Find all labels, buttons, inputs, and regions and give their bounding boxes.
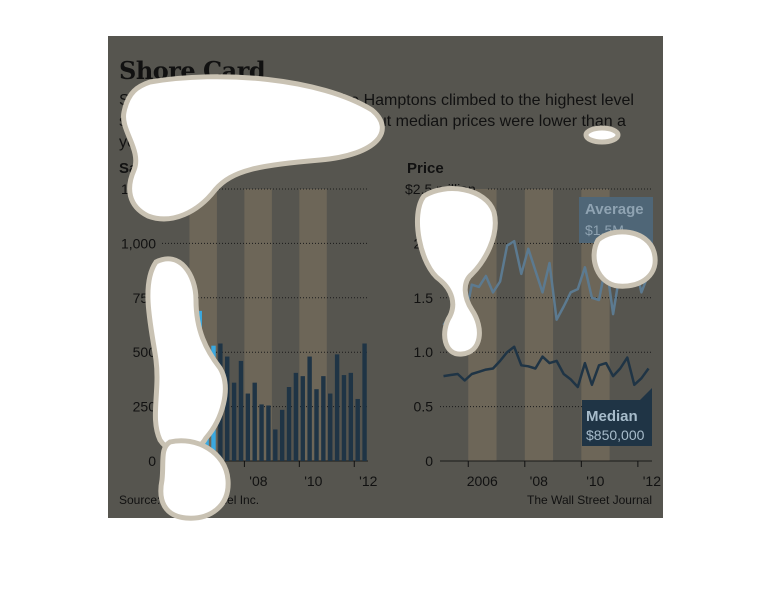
sales-bar [362, 343, 367, 461]
sales-bar [328, 393, 333, 461]
sales-bar [348, 372, 354, 461]
sales-bar [225, 356, 230, 461]
sales-bar [231, 382, 237, 461]
price-year-band-1 [524, 189, 554, 461]
price-y-tick-label: 1.5 [414, 290, 434, 306]
sales-y-tick-label: 250 [133, 399, 157, 415]
price-x-tick-label: '10 [586, 473, 604, 489]
sales-bar [314, 389, 319, 461]
sales-x-tick-label: '08 [249, 473, 267, 489]
occlusion-blob [415, 186, 498, 357]
sales-y-tick-label: 500 [133, 344, 157, 360]
sales-bar [307, 356, 312, 461]
median-series-value: $850,000 [586, 427, 645, 443]
occlusion-blob [145, 256, 228, 455]
median-label-box [582, 388, 652, 446]
sales-x-tick-label: '10 [304, 473, 322, 489]
sales-bar [341, 375, 347, 461]
sales-bar [259, 404, 264, 461]
price-y-tick-label: 1.0 [414, 344, 434, 360]
occlusion-blob [591, 229, 658, 289]
sales-bar [334, 354, 340, 461]
median-series-label: Median [586, 408, 638, 425]
sales-bar [238, 360, 244, 461]
price-y-tick-label: 0.5 [414, 399, 434, 415]
sales-bar [252, 382, 257, 461]
sales-y-tick-label: 0 [148, 453, 156, 469]
price-series-line-average [442, 239, 650, 326]
sales-bar [273, 429, 278, 461]
occlusion-blob [158, 438, 231, 521]
sales-bar [266, 405, 271, 461]
price-x-tick-label: 2006 [467, 473, 498, 489]
credit-note: The Wall Street Journal [527, 493, 652, 507]
sales-y-tick-label: 1,000 [121, 235, 156, 251]
price-x-tick-label: '12 [643, 473, 661, 489]
occlusion-blob [121, 74, 385, 222]
occlusion-blob [583, 125, 621, 145]
price-series-line-median [443, 345, 650, 389]
sales-bar [293, 372, 299, 461]
average-series-label: Average [585, 201, 644, 218]
sales-x-tick-label: '12 [359, 473, 377, 489]
sales-bar [245, 393, 251, 461]
price-y-tick-label: 0 [425, 453, 433, 469]
sales-bar [355, 398, 360, 461]
sales-bar [286, 387, 292, 461]
price-x-tick-label: '08 [530, 473, 548, 489]
price-panel-title: Price [407, 160, 444, 177]
sales-bar [279, 409, 285, 461]
sales-bar [300, 376, 305, 461]
sales-bar [321, 376, 326, 461]
